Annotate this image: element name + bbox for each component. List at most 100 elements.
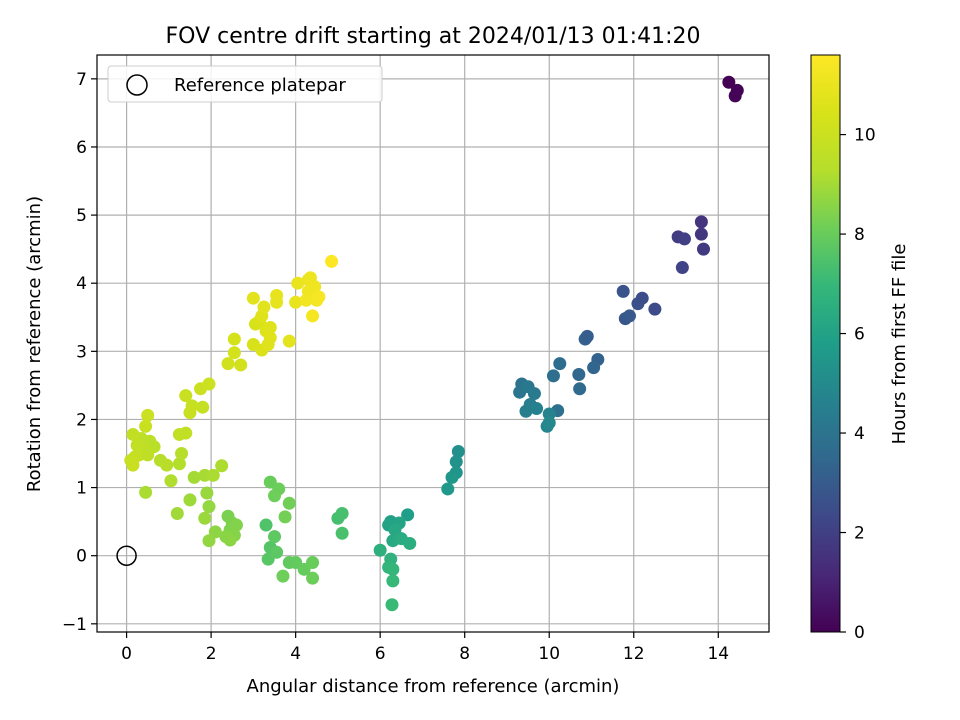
colorbar: 0 2 4 6 8 10 Hours from first FF file (810, 54, 910, 643)
data-point (263, 331, 277, 345)
colorbar-gradient (810, 54, 841, 633)
reference-point (116, 545, 137, 566)
data-point (616, 284, 630, 298)
data-point (175, 447, 189, 461)
data-point (126, 427, 140, 441)
colorbar-tick-label: 8 (854, 225, 865, 245)
data-point (179, 389, 193, 403)
data-point (722, 75, 736, 89)
colorbar-tick-label: 0 (854, 623, 865, 643)
data-point (299, 293, 313, 307)
grid-lines (97, 55, 769, 632)
data-point (401, 508, 415, 522)
data-point (202, 377, 216, 391)
x-tick-label: 0 (121, 644, 132, 664)
data-point (587, 361, 601, 375)
data-point (530, 402, 544, 416)
data-point (553, 357, 567, 371)
data-point (451, 444, 465, 458)
data-point (221, 357, 235, 371)
y-tick-label: 0 (76, 547, 87, 567)
data-point (170, 506, 184, 520)
data-point (141, 448, 155, 462)
data-point (694, 227, 708, 241)
data-point (215, 459, 229, 473)
data-point (282, 334, 296, 348)
y-axis-label: Rotation from reference (arcmin) (24, 196, 45, 492)
y-tick-label: −1 (62, 615, 87, 635)
data-point (202, 534, 216, 548)
y-tick-label: 3 (76, 342, 87, 362)
data-point (183, 406, 197, 420)
data-point (263, 320, 277, 334)
data-point (229, 518, 243, 532)
data-point (234, 358, 248, 372)
x-axis-ticks: 0 2 4 6 8 10 12 14 (121, 632, 729, 664)
data-point (527, 387, 541, 401)
data-point (223, 533, 237, 547)
y-tick-label: 6 (76, 138, 87, 158)
data-point (675, 261, 689, 275)
chart-title: FOV centre drift starting at 2024/01/13 … (166, 24, 701, 49)
x-tick-label: 2 (206, 644, 217, 664)
y-axis-ticks: −1 0 1 2 3 4 5 6 7 (62, 70, 97, 635)
data-point (635, 291, 649, 305)
legend-marker-icon (126, 74, 148, 96)
x-tick-label: 4 (290, 644, 301, 664)
legend: Reference platepar (107, 65, 383, 103)
data-point (139, 485, 153, 499)
colorbar-tick-label: 2 (854, 524, 865, 544)
data-point (227, 346, 241, 360)
data-point (291, 276, 305, 290)
data-point (200, 486, 214, 500)
data-point (385, 598, 399, 612)
data-point (289, 295, 303, 309)
reference-marker (116, 545, 137, 566)
data-point (278, 510, 292, 524)
data-point (164, 474, 178, 488)
x-tick-label: 14 (707, 644, 729, 664)
data-point (441, 482, 455, 496)
colorbar-tick-label: 4 (854, 424, 865, 444)
data-point (519, 404, 533, 418)
data-point (268, 489, 282, 503)
y-tick-label: 7 (76, 70, 87, 90)
data-point (306, 556, 320, 570)
y-tick-label: 1 (76, 479, 87, 499)
data-point (677, 232, 691, 246)
data-point (246, 291, 260, 305)
y-tick-label: 5 (76, 206, 87, 226)
data-point (306, 571, 320, 585)
x-tick-label: 12 (623, 644, 645, 664)
data-point (403, 536, 417, 550)
colorbar-tick-label: 6 (854, 325, 865, 345)
data-point (257, 300, 271, 314)
data-point (542, 416, 556, 430)
data-point (623, 309, 637, 323)
data-point (648, 302, 662, 316)
data-point (202, 500, 216, 514)
data-point (198, 511, 212, 525)
data-point (386, 574, 400, 588)
data-point (728, 89, 742, 103)
data-point (373, 543, 387, 557)
data-point (276, 569, 290, 583)
data-point (335, 506, 349, 520)
x-axis-label: Angular distance from reference (arcmin) (247, 676, 620, 697)
data-point (268, 530, 282, 544)
data-point (696, 242, 710, 256)
data-point (183, 493, 197, 507)
x-tick-label: 6 (375, 644, 386, 664)
y-tick-label: 2 (76, 410, 87, 430)
scatter-points (124, 75, 744, 612)
data-point (172, 427, 186, 441)
data-point (325, 254, 339, 268)
plot-frame (96, 54, 770, 633)
data-point (270, 288, 284, 302)
data-point (386, 562, 400, 576)
data-point (270, 545, 284, 559)
data-point (335, 526, 349, 540)
data-point (139, 419, 153, 433)
data-point (445, 470, 459, 484)
